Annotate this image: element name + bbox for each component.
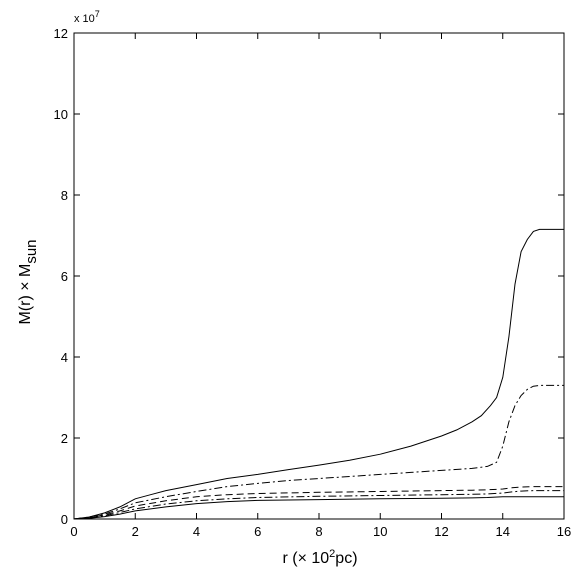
- plot-frame: [73, 32, 565, 520]
- y-multiplier: x 107: [74, 9, 100, 25]
- x-tick-label: 14: [496, 524, 510, 539]
- y-axis-title-times: ×: [17, 281, 34, 290]
- x-axis-title-main: r (: [282, 550, 298, 567]
- y-tick-label: 4: [61, 350, 68, 365]
- y-multiplier-exponent: 7: [95, 9, 100, 19]
- x-tick-label: 10: [373, 524, 387, 539]
- x-axis-title: r (× 102pc): [282, 548, 357, 567]
- y-tick-label: 2: [61, 431, 68, 446]
- x-tick-label: 16: [557, 524, 571, 539]
- y-multiplier-prefix: x 10: [74, 13, 95, 25]
- y-tick-label: 8: [61, 188, 68, 203]
- x-axis-title-exponent: 2: [329, 548, 335, 560]
- x-tick-label: 6: [254, 524, 261, 539]
- y-axis-title-main: M(r): [17, 291, 34, 325]
- y-tick-label: 10: [54, 107, 68, 122]
- y-axis-title: M(r) × Msun: [17, 239, 40, 324]
- axis-ticks: 0 2 4 6 8 10 12 14 16 0 2 4 6 8 10 12: [54, 26, 572, 539]
- series-line-3: [73, 486, 564, 520]
- x-tick-label: 12: [434, 524, 448, 539]
- x-axis-title-unit: pc): [335, 550, 357, 567]
- series-line-1: [73, 228, 564, 520]
- y-tick-label: 12: [54, 26, 68, 41]
- y-tick-label: 6: [61, 269, 68, 284]
- series-line-2: [73, 384, 564, 520]
- y-tick-label: 0: [61, 512, 68, 527]
- x-tick-label: 2: [132, 524, 139, 539]
- data-series: [73, 228, 564, 520]
- y-axis-title-m: M: [17, 264, 34, 282]
- x-axis-title-ten: 10: [307, 550, 329, 567]
- x-tick-label: 0: [70, 524, 77, 539]
- x-axis-title-times: ×: [298, 550, 307, 567]
- x-tick-label: 4: [193, 524, 200, 539]
- x-tick-label: 8: [315, 524, 322, 539]
- y-axis-title-subscript: sun: [23, 239, 40, 263]
- series-line-4: [73, 490, 564, 520]
- series-line-5: [73, 496, 564, 520]
